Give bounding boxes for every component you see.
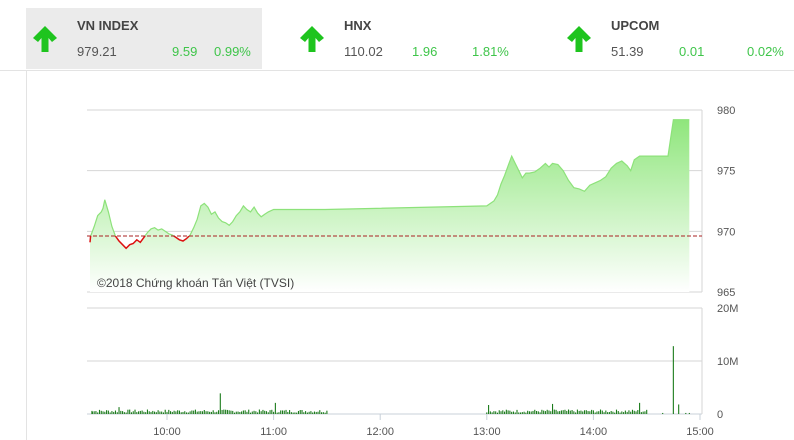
index-change: 1.96 <box>412 44 438 59</box>
index-change: 0.01 <box>679 44 705 59</box>
index-value: 110.02 <box>344 44 383 59</box>
volume-bars <box>91 346 690 414</box>
index-name: VN INDEX <box>77 18 139 33</box>
index-card-upcom[interactable]: UPCOM 51.39 0.01 0.02% <box>560 8 790 69</box>
price-line-below-reference <box>89 235 191 250</box>
time-axis-label: 10:00 <box>153 426 181 438</box>
price-line-above-reference <box>90 119 690 236</box>
index-percent: 0.99% <box>214 44 251 59</box>
price-axis-labels: 965 970 975 980 <box>717 105 735 299</box>
arrow-up-icon <box>567 26 591 52</box>
volume-axis-label: 0 <box>717 409 723 421</box>
index-change: 9.59 <box>172 44 198 59</box>
price-axis-label: 975 <box>717 166 735 178</box>
time-axis-label: 15:00 <box>686 426 714 438</box>
chart-left-border <box>26 70 27 440</box>
index-value: 51.39 <box>611 44 644 59</box>
volume-gridlines <box>87 307 702 415</box>
index-name: HNX <box>344 18 372 33</box>
index-card-hnx[interactable]: HNX 110.02 1.96 1.81% <box>293 8 523 69</box>
arrow-up-icon <box>33 26 57 52</box>
price-axis-label: 965 <box>717 287 735 299</box>
index-name: UPCOM <box>611 18 660 33</box>
price-axis-label: 980 <box>717 105 735 117</box>
time-axis-label: 13:00 <box>473 426 501 438</box>
volume-axis-labels: 0 10M 20M <box>717 303 738 421</box>
index-percent: 0.02% <box>747 44 784 59</box>
index-value: 979.21 <box>77 44 117 59</box>
index-card-vnindex[interactable]: VN INDEX 979.21 9.59 0.99% <box>26 8 262 69</box>
price-area <box>90 119 690 292</box>
time-axis-label: 11:00 <box>260 426 287 438</box>
index-percent: 1.81% <box>472 44 509 59</box>
volume-axis-label: 10M <box>717 356 738 368</box>
price-axis-label: 970 <box>717 226 735 238</box>
time-axis-label: 12:00 <box>366 426 394 438</box>
time-axis-label: 14:00 <box>580 426 608 438</box>
index-summary-bar: VN INDEX 979.21 9.59 0.99% HNX 110.02 1.… <box>0 0 794 71</box>
time-axis: 10:00 11:00 12:00 13:00 14:00 15:00 <box>153 414 714 438</box>
arrow-up-icon <box>300 26 324 52</box>
volume-axis-label: 20M <box>717 303 738 315</box>
copyright-text: ©2018 Chứng khoán Tân Việt (TVSI) <box>97 276 294 290</box>
